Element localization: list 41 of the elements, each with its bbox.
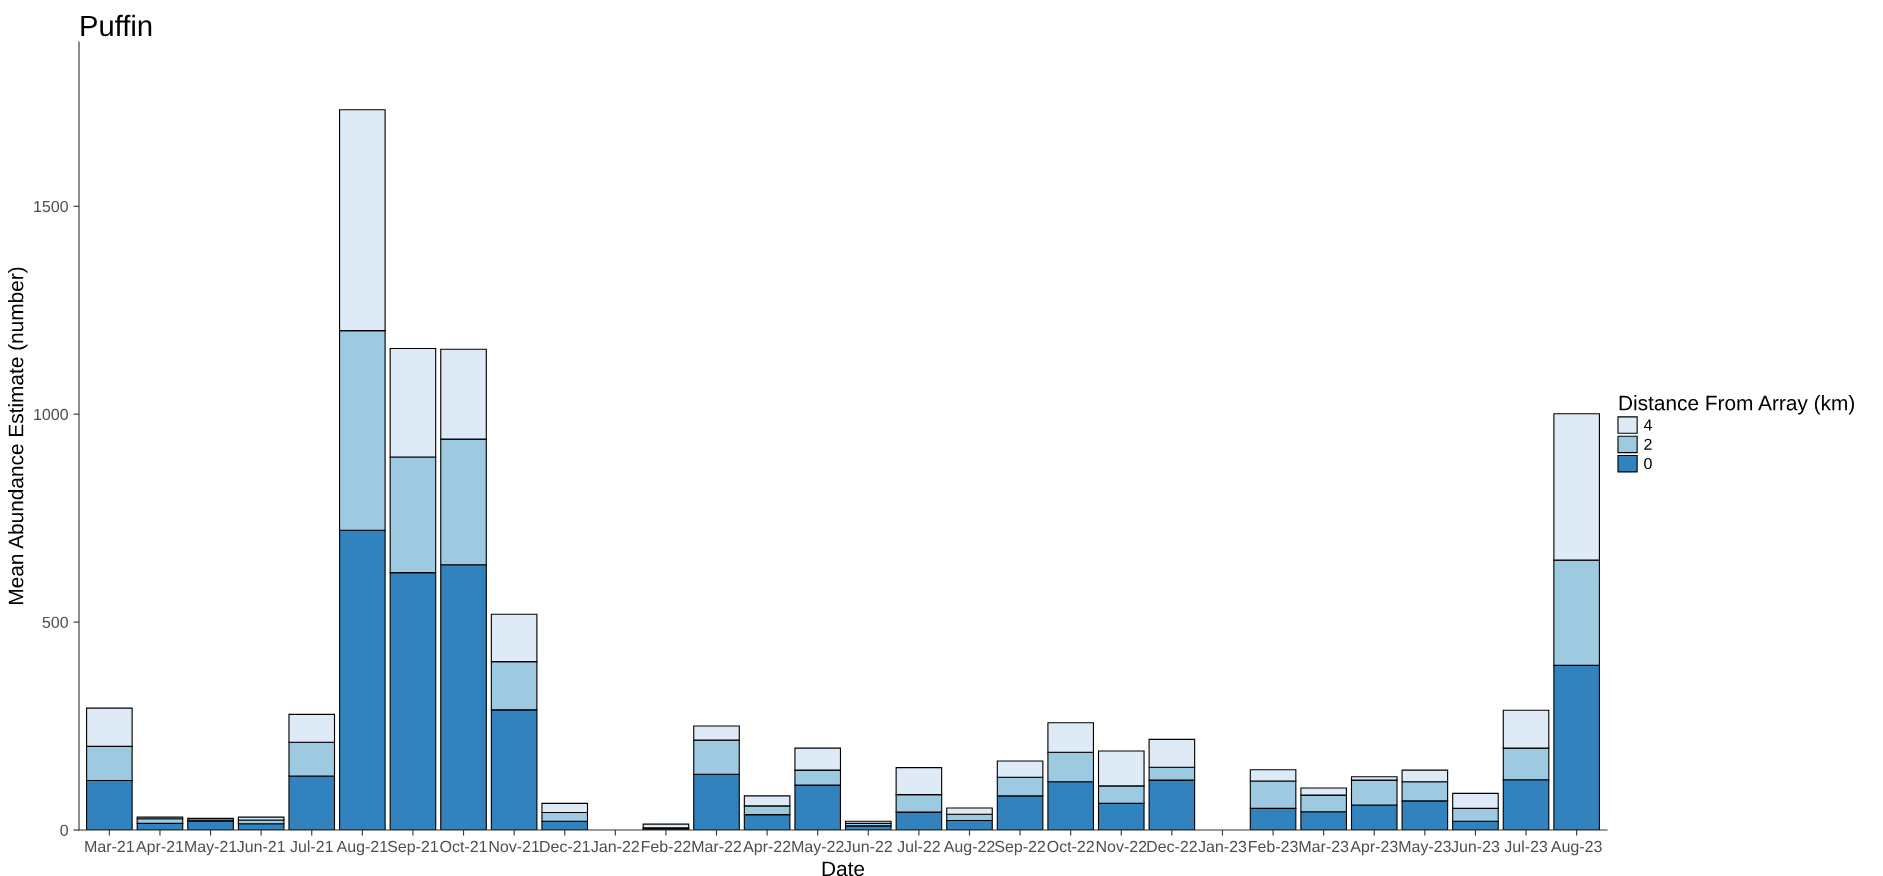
- x-axis-title: Date: [822, 861, 865, 876]
- x-tick-label: Nov-21: [489, 840, 540, 853]
- y-axis-title: Mean Abundance Estimate (number): [8, 267, 28, 604]
- x-tick-label: Sep-21: [387, 840, 438, 856]
- x-tick-label: Jun-22: [844, 840, 892, 853]
- x-tick-label: Nov-22: [1096, 840, 1147, 853]
- x-tick-label: Jul-21: [290, 840, 333, 853]
- x-tick-label: Aug-21: [336, 840, 388, 856]
- x-tick-label: Jul-22: [897, 840, 940, 853]
- x-tick-label: Oct-21: [440, 840, 487, 853]
- x-tick-label: May-21: [185, 840, 237, 856]
- x-tick-label: Feb-22: [641, 840, 691, 853]
- y-tick-label: 1500: [34, 200, 68, 213]
- x-tick-label: Jul-23: [1504, 840, 1548, 853]
- legend-title: Distance From Array (km): [1619, 395, 1854, 415]
- x-tick-label: Feb-23: [1249, 840, 1298, 853]
- x-tick-label: Dec-22: [1147, 840, 1197, 853]
- legend-label: 0: [1644, 457, 1652, 470]
- y-tick-label: 500: [42, 616, 68, 629]
- x-tick-label: Apr-23: [1350, 840, 1398, 856]
- x-tick-label: Apr-21: [136, 840, 184, 856]
- x-tick-label: Jan-23: [1198, 840, 1247, 853]
- y-tick-label: 1000: [34, 408, 68, 421]
- x-tick-label: Aug-22: [943, 840, 995, 856]
- x-tick-label: Jan-22: [591, 840, 639, 853]
- y-tick-label: 0: [60, 824, 68, 836]
- legend-label: 4: [1643, 419, 1652, 431]
- x-tick-label: Aug-23: [1550, 840, 1602, 856]
- x-tick-label: Mar-23: [1299, 840, 1349, 853]
- x-tick-label: Dec-21: [540, 840, 590, 853]
- x-tick-label: Sep-22: [995, 840, 1046, 856]
- x-tick-label: Apr-22: [743, 840, 791, 856]
- x-tick-label: Oct-22: [1047, 840, 1094, 853]
- x-tick-label: May-22: [792, 840, 844, 856]
- x-tick-label: Jun-21: [236, 840, 285, 853]
- x-tick-label: Mar-22: [692, 840, 742, 853]
- x-tick-label: Mar-21: [85, 840, 134, 853]
- x-tick-label: May-23: [1399, 840, 1451, 856]
- legend-label: 2: [1644, 438, 1652, 450]
- x-tick-label: Jun-23: [1451, 840, 1500, 853]
- chart-title: Puffin: [81, 14, 152, 37]
